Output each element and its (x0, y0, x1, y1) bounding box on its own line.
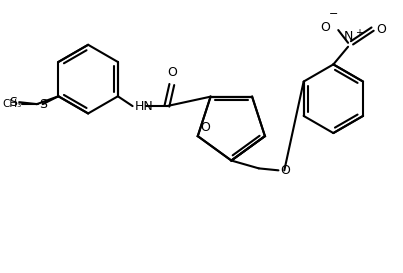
Text: HN: HN (135, 100, 153, 112)
Text: CH₃: CH₃ (2, 99, 21, 109)
Text: S: S (39, 98, 47, 111)
Text: O: O (376, 23, 386, 35)
Text: −: − (329, 9, 338, 19)
Text: O: O (320, 21, 330, 34)
Text: O: O (167, 66, 177, 79)
Text: O: O (201, 121, 211, 134)
Text: N: N (343, 30, 353, 43)
Text: S: S (9, 96, 17, 109)
Text: O: O (280, 164, 290, 177)
Text: +: + (355, 28, 363, 38)
